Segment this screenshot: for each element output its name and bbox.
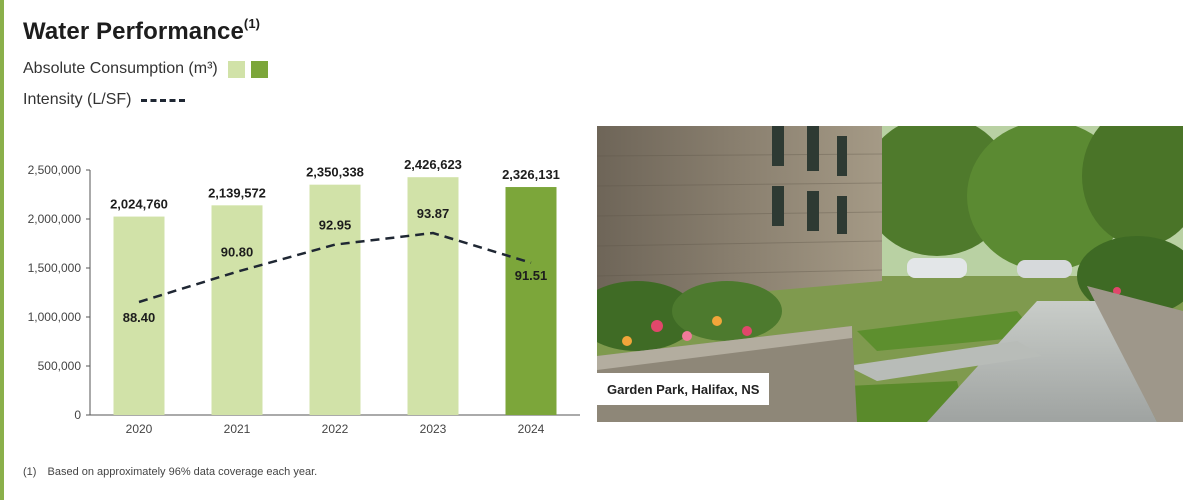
x-tick-label: 2022 bbox=[322, 422, 349, 436]
y-tick-label: 0 bbox=[74, 408, 81, 422]
footnote-marker: (1) bbox=[23, 466, 37, 478]
legend-intensity: Intensity (L/SF) bbox=[23, 91, 186, 109]
bar-2022 bbox=[309, 184, 361, 415]
bar-2023 bbox=[407, 177, 459, 415]
intensity-value-label: 92.95 bbox=[319, 218, 352, 233]
bar-value-label: 2,426,623 bbox=[404, 157, 462, 172]
x-tick-label: 2023 bbox=[420, 422, 447, 436]
photo-caption: Garden Park, Halifax, NS bbox=[597, 373, 770, 405]
x-tick-label: 2021 bbox=[224, 422, 251, 436]
accent-rule bbox=[0, 0, 4, 500]
bar-value-label: 2,024,760 bbox=[110, 197, 168, 212]
garden-photo bbox=[597, 126, 1183, 422]
y-tick-label: 500,000 bbox=[38, 359, 82, 373]
legend-swatch-light bbox=[227, 60, 245, 78]
intensity-value-label: 88.40 bbox=[123, 310, 156, 325]
legend-dash-sample bbox=[141, 98, 186, 102]
intensity-value-label: 90.80 bbox=[221, 245, 254, 260]
title-footnote-marker: (1) bbox=[243, 16, 261, 31]
intensity-value-label: 93.87 bbox=[417, 206, 450, 221]
legend-absolute-label: Absolute Consumption (m³) bbox=[23, 60, 218, 77]
y-tick-label: 2,000,000 bbox=[28, 212, 82, 226]
bar-value-label: 2,326,131 bbox=[502, 167, 560, 182]
water-chart: 0 500,000 1,000,000 1,500,000 2,000,000 2,500… bbox=[28, 157, 580, 436]
x-tick-label: 2020 bbox=[126, 422, 153, 436]
y-tick-label: 1,000,000 bbox=[28, 310, 82, 324]
footnote: (1) Based on approximately 96% data cove… bbox=[23, 466, 317, 478]
intensity-line bbox=[138, 231, 532, 304]
legend-swatch-dark bbox=[250, 60, 268, 78]
garden-photo-illustration bbox=[597, 126, 1183, 422]
legend-intensity-label: Intensity (L/SF) bbox=[23, 91, 132, 108]
bar-2020 bbox=[113, 216, 165, 415]
legend-absolute: Absolute Consumption (m³) bbox=[23, 60, 268, 78]
bar-value-label: 2,139,572 bbox=[208, 185, 266, 200]
title-text: Water Performance bbox=[23, 18, 244, 45]
bar-2021 bbox=[211, 205, 263, 415]
y-tick-label: 1,500,000 bbox=[28, 261, 82, 275]
bar-value-label: 2,350,338 bbox=[306, 165, 364, 180]
bar-2024 bbox=[505, 187, 557, 415]
intensity-value-label: 91.51 bbox=[515, 268, 548, 283]
y-tick-label: 2,500,000 bbox=[28, 163, 82, 177]
footnote-text: Based on approximately 96% data coverage… bbox=[47, 466, 318, 478]
x-tick-label: 2024 bbox=[518, 422, 545, 436]
page-title: Water Performance(1) bbox=[23, 16, 261, 46]
